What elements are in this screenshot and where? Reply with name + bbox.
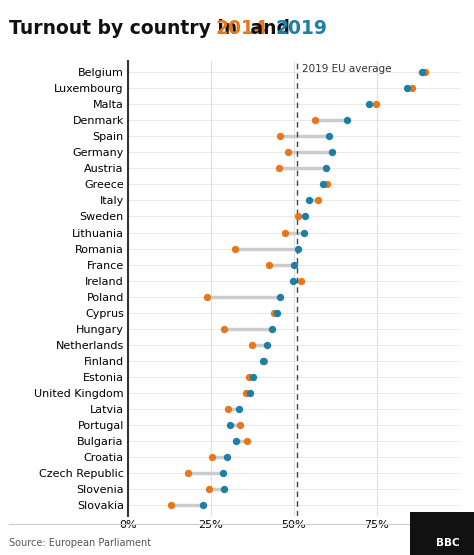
Point xyxy=(300,228,308,237)
Point xyxy=(421,68,429,77)
Point xyxy=(203,292,211,301)
Point xyxy=(208,452,215,461)
Point xyxy=(291,260,298,269)
Text: Turnout by country in: Turnout by country in xyxy=(9,19,244,38)
Point xyxy=(319,180,327,189)
Text: 2019: 2019 xyxy=(276,19,328,38)
Point xyxy=(326,132,333,141)
Text: 2014: 2014 xyxy=(216,19,267,38)
Point xyxy=(403,84,411,93)
Text: and: and xyxy=(244,19,297,38)
Point xyxy=(282,228,289,237)
Point xyxy=(226,420,234,429)
Point xyxy=(284,148,292,157)
Point xyxy=(260,356,267,365)
Point xyxy=(224,405,231,413)
Point xyxy=(223,452,231,461)
Point xyxy=(323,164,330,173)
Point xyxy=(294,212,301,221)
Point xyxy=(232,244,239,253)
Point xyxy=(289,276,297,285)
Point xyxy=(276,292,283,301)
Point xyxy=(294,244,301,253)
Point xyxy=(273,308,281,317)
Point xyxy=(167,501,175,509)
Point xyxy=(242,388,250,397)
Point xyxy=(232,436,240,445)
Point xyxy=(328,148,336,157)
Point xyxy=(314,196,321,205)
Point xyxy=(418,68,426,77)
Point xyxy=(200,501,207,509)
Point xyxy=(246,372,253,381)
Point xyxy=(184,468,192,477)
Point xyxy=(260,356,267,365)
Point xyxy=(219,468,227,477)
Point xyxy=(301,212,309,221)
Point xyxy=(248,340,255,349)
Point xyxy=(275,164,283,173)
Point xyxy=(276,132,284,141)
Point xyxy=(270,308,277,317)
Point xyxy=(263,340,271,349)
Point xyxy=(243,436,251,445)
Point xyxy=(265,260,273,269)
Point xyxy=(373,100,380,109)
Point xyxy=(220,324,228,333)
Point xyxy=(323,180,330,189)
Point xyxy=(236,420,244,429)
Point xyxy=(365,100,373,109)
Point xyxy=(408,84,416,93)
Point xyxy=(311,116,319,125)
Point xyxy=(343,116,351,125)
Point xyxy=(246,388,254,397)
Point xyxy=(235,405,243,413)
Text: 2019 EU average: 2019 EU average xyxy=(302,64,392,74)
Point xyxy=(206,485,213,493)
Text: BBC: BBC xyxy=(436,538,460,548)
Point xyxy=(268,324,276,333)
Point xyxy=(249,372,256,381)
Point xyxy=(297,276,304,285)
Point xyxy=(305,196,312,205)
Text: Source: European Parliament: Source: European Parliament xyxy=(9,538,152,548)
Point xyxy=(220,485,228,493)
